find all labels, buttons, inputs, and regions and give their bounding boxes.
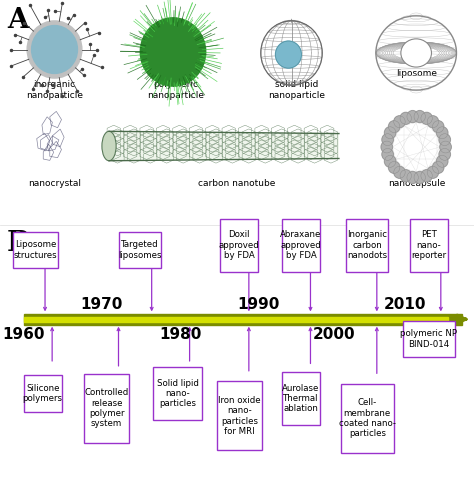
Text: PET
nano-
reporter: PET nano- reporter: [411, 230, 447, 260]
Text: solid lipid
nanoparticle: solid lipid nanoparticle: [268, 80, 325, 99]
Circle shape: [440, 141, 451, 153]
Circle shape: [421, 112, 432, 124]
Circle shape: [27, 21, 82, 78]
Text: nanocrystal: nanocrystal: [28, 179, 81, 188]
Polygon shape: [109, 131, 339, 161]
Text: Controlled
release
polymer
system: Controlled release polymer system: [84, 388, 129, 429]
Circle shape: [437, 127, 448, 139]
Circle shape: [381, 141, 392, 153]
FancyBboxPatch shape: [282, 372, 320, 425]
Text: Silicone
polymers: Silicone polymers: [23, 384, 63, 403]
Text: Doxil
approved
by FDA: Doxil approved by FDA: [219, 230, 260, 260]
Circle shape: [432, 121, 444, 133]
Circle shape: [427, 166, 438, 178]
FancyBboxPatch shape: [341, 384, 394, 453]
Text: Inorganic
carbon
nanodots: Inorganic carbon nanodots: [347, 230, 387, 260]
Circle shape: [384, 155, 396, 167]
Circle shape: [432, 161, 444, 173]
Text: Solid lipid
nano-
particles: Solid lipid nano- particles: [157, 379, 199, 408]
Text: 1990: 1990: [237, 297, 280, 312]
Bar: [24, 314, 462, 325]
Text: 2000: 2000: [313, 327, 356, 342]
Circle shape: [400, 112, 411, 124]
Circle shape: [439, 148, 450, 160]
Text: B: B: [7, 230, 30, 257]
Ellipse shape: [102, 131, 116, 161]
Text: nanocapsule: nanocapsule: [388, 179, 446, 188]
FancyBboxPatch shape: [119, 232, 161, 268]
Circle shape: [32, 26, 77, 73]
Text: Iron oxide
nano-
particles
for MRI: Iron oxide nano- particles for MRI: [218, 396, 261, 436]
Circle shape: [414, 172, 425, 184]
Text: Targeted
liposomes: Targeted liposomes: [118, 240, 162, 260]
Circle shape: [382, 134, 393, 146]
Text: Cell-
membrane
coated nano-
particles: Cell- membrane coated nano- particles: [339, 398, 396, 439]
FancyBboxPatch shape: [153, 367, 202, 420]
FancyBboxPatch shape: [410, 219, 448, 271]
Text: 1980: 1980: [159, 327, 201, 342]
Circle shape: [382, 148, 393, 160]
Circle shape: [275, 41, 301, 68]
Circle shape: [389, 161, 400, 173]
Circle shape: [389, 121, 400, 133]
Circle shape: [407, 110, 419, 122]
Text: A: A: [7, 7, 29, 35]
Circle shape: [437, 155, 448, 167]
FancyBboxPatch shape: [282, 219, 320, 271]
Text: inorganic
nanoparticle: inorganic nanoparticle: [26, 80, 83, 99]
Text: Abraxane
approved
by FDA: Abraxane approved by FDA: [280, 230, 322, 260]
Text: carbon nanotube: carbon nanotube: [198, 179, 276, 188]
Text: 1960: 1960: [2, 327, 45, 342]
Circle shape: [421, 170, 432, 182]
Circle shape: [384, 127, 396, 139]
Circle shape: [414, 110, 425, 122]
FancyBboxPatch shape: [13, 232, 58, 268]
Text: 1970: 1970: [81, 297, 123, 312]
Circle shape: [394, 166, 405, 178]
FancyBboxPatch shape: [24, 375, 62, 412]
FancyBboxPatch shape: [220, 219, 258, 271]
Text: Liposome
structures: Liposome structures: [14, 240, 57, 260]
Circle shape: [439, 134, 450, 146]
FancyBboxPatch shape: [346, 219, 388, 271]
Text: 2010: 2010: [384, 297, 427, 312]
Text: Aurolase
Thermal
ablation: Aurolase Thermal ablation: [283, 384, 319, 413]
Circle shape: [140, 18, 206, 86]
FancyBboxPatch shape: [217, 381, 262, 450]
Text: liposome: liposome: [397, 69, 438, 78]
Ellipse shape: [401, 39, 431, 67]
Text: polymeric NP
BIND-014: polymeric NP BIND-014: [401, 329, 457, 349]
FancyBboxPatch shape: [402, 321, 456, 357]
Circle shape: [427, 116, 438, 128]
Circle shape: [400, 170, 411, 182]
Text: polymeric
nanoparticle: polymeric nanoparticle: [147, 80, 204, 99]
FancyBboxPatch shape: [84, 374, 129, 443]
Circle shape: [394, 116, 405, 128]
Bar: [24, 317, 448, 322]
Circle shape: [407, 172, 419, 184]
